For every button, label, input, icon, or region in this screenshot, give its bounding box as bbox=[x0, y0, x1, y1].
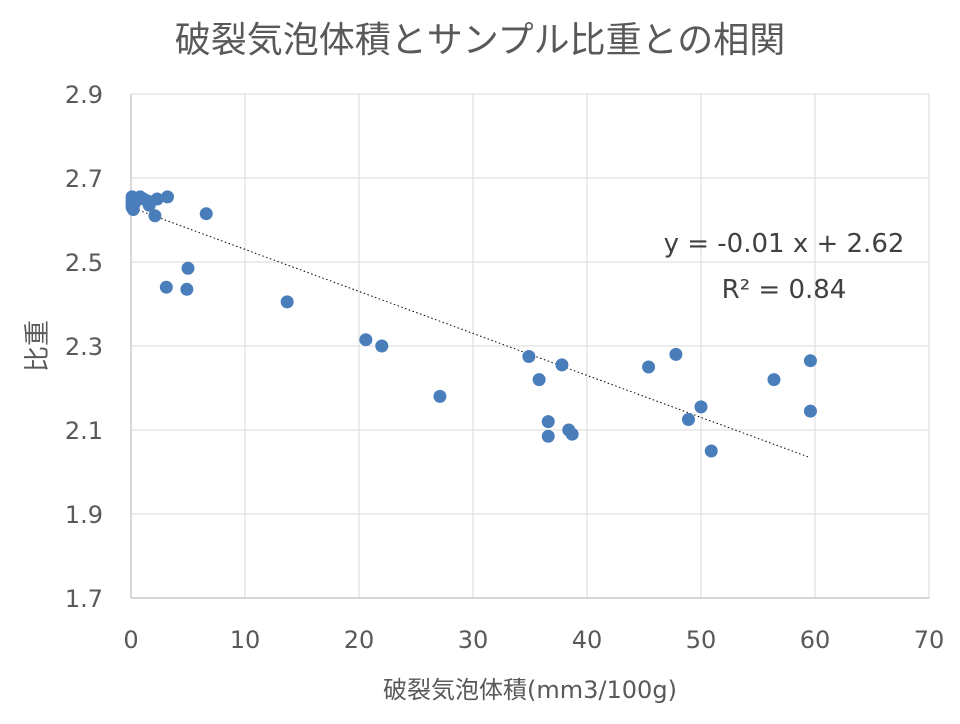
data-point bbox=[199, 207, 213, 221]
data-point bbox=[181, 261, 195, 275]
chart-title: 破裂気泡体積とサンプル比重との相関 bbox=[175, 20, 786, 61]
x-axis-title: 破裂気泡体積(mm3/100g) bbox=[383, 676, 677, 704]
y-tick-label: 2.7 bbox=[65, 165, 103, 193]
data-point bbox=[150, 192, 164, 206]
data-point bbox=[148, 209, 162, 223]
data-point bbox=[803, 404, 817, 418]
data-point bbox=[375, 339, 389, 353]
gridlines bbox=[130, 93, 930, 599]
data-point bbox=[532, 373, 546, 387]
x-tick-label: 60 bbox=[800, 626, 831, 654]
x-tick-label: 50 bbox=[686, 626, 717, 654]
data-point bbox=[160, 190, 174, 204]
y-tick-label: 1.9 bbox=[65, 501, 103, 529]
trendline bbox=[130, 206, 810, 458]
trendline-r-squared: R² = 0.84 bbox=[722, 275, 847, 305]
data-point bbox=[565, 427, 579, 441]
trendline-group bbox=[130, 206, 810, 458]
data-points bbox=[125, 190, 817, 458]
data-point bbox=[669, 347, 683, 361]
x-tick-label: 30 bbox=[458, 626, 489, 654]
data-point bbox=[642, 360, 656, 374]
y-axis-title: 比重 bbox=[23, 320, 53, 372]
data-point bbox=[180, 282, 194, 296]
data-point bbox=[541, 415, 555, 429]
tick-labels: 1.7 1.9 2.1 2.3 2.5 2.7 2.9 0 10 20 30 40 50 60 70 bbox=[65, 81, 944, 654]
x-tick-label: 10 bbox=[230, 626, 261, 654]
data-point bbox=[541, 429, 555, 443]
x-tick-label: 20 bbox=[344, 626, 375, 654]
data-point bbox=[359, 333, 373, 347]
data-point bbox=[433, 389, 447, 403]
x-tick-label: 70 bbox=[914, 626, 945, 654]
trendline-equation: y = -0.01 x + 2.62 bbox=[664, 229, 905, 259]
data-point bbox=[555, 358, 569, 372]
data-point bbox=[159, 280, 173, 294]
y-tick-label: 2.3 bbox=[65, 333, 103, 361]
data-point bbox=[704, 444, 718, 458]
y-tick-label: 2.1 bbox=[65, 417, 103, 445]
x-tick-label: 40 bbox=[572, 626, 603, 654]
y-tick-label: 2.9 bbox=[65, 81, 103, 109]
data-point bbox=[681, 413, 695, 426]
data-point bbox=[280, 295, 294, 309]
y-tick-label: 1.7 bbox=[65, 585, 103, 613]
y-tick-label: 2.5 bbox=[65, 249, 103, 277]
data-point bbox=[522, 350, 536, 363]
data-point bbox=[767, 373, 781, 387]
data-point bbox=[803, 354, 817, 368]
axes bbox=[130, 94, 929, 599]
x-tick-label: 0 bbox=[123, 626, 138, 654]
data-point bbox=[694, 400, 708, 414]
